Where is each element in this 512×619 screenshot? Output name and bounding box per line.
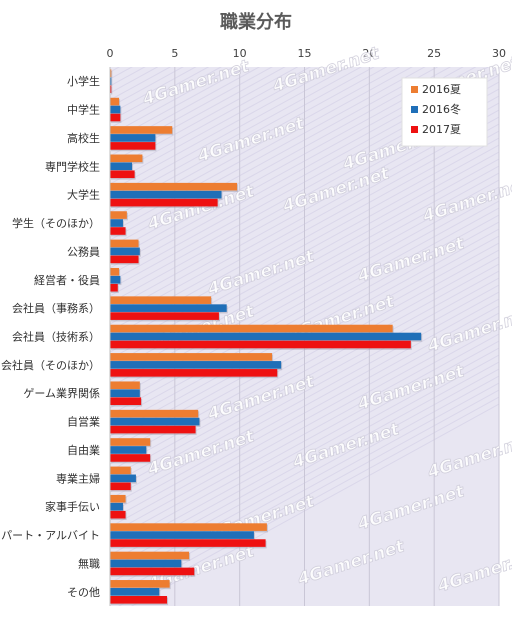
- chart-title: 職業分布: [220, 11, 292, 33]
- category-label: 会社員（事務系）: [12, 301, 100, 315]
- bar: [110, 474, 136, 483]
- bar: [110, 113, 121, 122]
- bar: [110, 454, 151, 462]
- category-label: 専業主婦: [56, 471, 100, 485]
- bar: [110, 170, 135, 179]
- bar: [110, 267, 120, 276]
- category-label: 会社員（技術系）: [12, 330, 100, 344]
- x-tick-label: 5: [171, 47, 178, 60]
- bar: [110, 154, 143, 163]
- margin-top: [0, 0, 512, 67]
- category-label: 自由業: [67, 443, 100, 457]
- category-label: その他: [67, 586, 100, 599]
- bar: [110, 502, 123, 511]
- bar: [110, 239, 139, 248]
- x-tick-label: 15: [298, 47, 312, 60]
- category-label: 無職: [78, 556, 100, 570]
- x-tick-label: 10: [233, 47, 247, 60]
- bar: [110, 389, 140, 398]
- legend-swatch: [411, 106, 418, 113]
- bar: [110, 559, 182, 568]
- bar: [110, 97, 120, 106]
- bar: [110, 105, 121, 114]
- bar: [110, 227, 126, 235]
- bar: [110, 126, 173, 134]
- margin-bottom: [0, 606, 512, 619]
- bar: [110, 397, 142, 406]
- bar: [110, 190, 222, 199]
- bar: [110, 539, 266, 547]
- category-label: 大学生: [67, 188, 100, 202]
- margin-left: [0, 67, 110, 606]
- x-tick-label: 0: [107, 47, 114, 60]
- bar: [110, 482, 131, 491]
- category-label: 高校生: [67, 131, 100, 145]
- bar: [110, 332, 422, 341]
- legend-label: 2016冬: [422, 102, 461, 116]
- x-tick-label: 30: [492, 47, 506, 60]
- bar: [110, 340, 411, 349]
- bar: [110, 510, 126, 519]
- category-label: パート・アルバイト: [1, 529, 100, 542]
- bar: [110, 247, 140, 256]
- margin-right: [499, 67, 512, 606]
- legend-label: 2017夏: [422, 123, 461, 136]
- bar-shadow: [111, 86, 113, 95]
- bar: [110, 588, 160, 596]
- bar: [110, 162, 133, 171]
- bar: [110, 494, 126, 503]
- bar: [110, 211, 127, 219]
- bar: [110, 134, 156, 142]
- legend-swatch: [411, 86, 418, 93]
- category-label: 家事手伝い: [45, 500, 100, 514]
- bar: [110, 425, 196, 434]
- bar: [110, 182, 238, 191]
- bar: [110, 446, 147, 454]
- bar: [110, 324, 393, 333]
- category-label: 会社員（そのほか）: [1, 358, 100, 372]
- bar-shadow: [111, 70, 113, 79]
- bar: [110, 409, 199, 418]
- bar: [110, 551, 190, 560]
- bar: [110, 283, 118, 292]
- bar: [110, 304, 227, 312]
- category-label: 学生（そのほか）: [12, 216, 100, 230]
- bar: [110, 296, 212, 304]
- bar: [110, 198, 218, 207]
- bar: [110, 361, 282, 369]
- bar: [110, 275, 121, 284]
- x-tick-label: 20: [362, 47, 376, 60]
- bar: [110, 381, 140, 390]
- category-label: 小学生: [67, 74, 100, 88]
- bar: [110, 531, 254, 539]
- legend-label: 2016夏: [422, 83, 461, 96]
- category-label: 公務員: [67, 244, 100, 258]
- bar: [110, 438, 151, 446]
- bar: [110, 255, 139, 264]
- bar: [110, 466, 131, 475]
- bar: [110, 353, 273, 361]
- bar: [110, 523, 267, 531]
- legend-swatch: [411, 126, 418, 133]
- bar: [110, 580, 170, 588]
- bar: [110, 219, 123, 227]
- category-label: 中学生: [67, 103, 100, 117]
- category-label: 自営業: [67, 415, 100, 429]
- bar: [110, 567, 195, 576]
- bar: [110, 417, 200, 426]
- bar: [110, 85, 112, 93]
- x-tick-label: 25: [427, 47, 441, 60]
- bar: [110, 595, 168, 604]
- bar: [110, 142, 156, 150]
- category-label: 経営者・役員: [34, 273, 100, 287]
- category-label: 専門学校生: [45, 159, 100, 173]
- bar: [110, 369, 278, 377]
- bar: [110, 312, 219, 320]
- bar: [110, 77, 112, 85]
- bar-shadow: [111, 78, 113, 87]
- category-label: ゲーム業界関係: [23, 387, 100, 400]
- bar: [110, 69, 112, 78]
